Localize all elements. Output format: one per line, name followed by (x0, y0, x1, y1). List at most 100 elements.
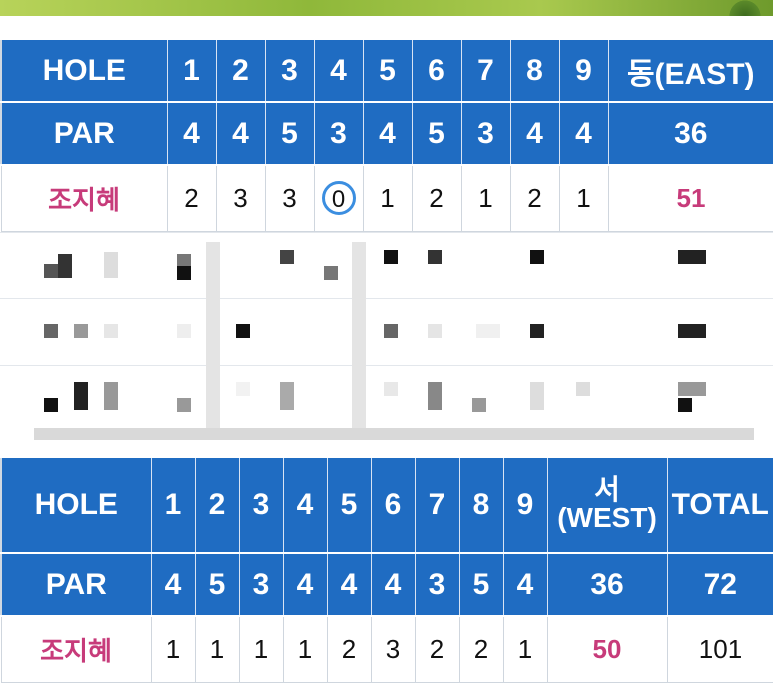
hole-number: 9 (558, 38, 609, 103)
pixel-block (104, 382, 118, 410)
par-total: 72 (666, 552, 773, 617)
par-value: 5 (411, 101, 462, 166)
course-banner-strip (0, 0, 773, 16)
score-cell: 2 (166, 164, 217, 232)
par-label: PAR (0, 101, 168, 166)
pixel-block (177, 324, 191, 338)
hole-number: 2 (215, 38, 266, 103)
score-cell: 1 (502, 615, 548, 683)
hole-label: HOLE (0, 38, 168, 103)
par-value: 4 (502, 552, 548, 617)
grand-total: 101 (666, 615, 773, 683)
pixel-block (74, 324, 88, 338)
score-cell: 1 (150, 615, 196, 683)
score-cell: 2 (509, 164, 560, 232)
hole-number: 9 (502, 456, 548, 554)
par-value: 4 (370, 552, 416, 617)
score-cell: 2 (414, 615, 460, 683)
hole-label: HOLE (0, 456, 152, 554)
pixel-block (58, 254, 72, 278)
tree-graphic (725, 0, 765, 16)
pixel-block (177, 266, 191, 280)
pixel-block (384, 324, 398, 338)
score-cell: 3 (215, 164, 266, 232)
east-total: 51 (607, 164, 773, 232)
west-subtotal-label: 서 (WEST) (557, 473, 657, 533)
hole-number: 4 (313, 38, 364, 103)
row-divider (0, 365, 773, 366)
horizontal-scrollbar[interactable] (34, 428, 754, 440)
hole-number: 6 (370, 456, 416, 554)
par-value: 3 (313, 101, 364, 166)
par-value: 4 (362, 101, 413, 166)
score-cell: 1 (194, 615, 240, 683)
par-value: 3 (238, 552, 284, 617)
pixel-block (476, 324, 500, 338)
score-cell: 2 (458, 615, 504, 683)
row-divider (0, 232, 773, 233)
hole-number: 2 (194, 456, 240, 554)
pixel-block (44, 264, 58, 278)
par-value: 4 (282, 552, 328, 617)
pixel-block (678, 324, 706, 338)
hole-number: 7 (414, 456, 460, 554)
par-value: 4 (166, 101, 217, 166)
front-nine-scorecard: HOLE 1 2 3 4 5 6 7 8 9 동(EAST) PAR 4 4 5… (0, 38, 773, 232)
par-value: 4 (326, 552, 372, 617)
total-label: TOTAL (666, 456, 773, 554)
par-value: 4 (509, 101, 560, 166)
pixel-block (177, 254, 191, 268)
row-divider (0, 298, 773, 299)
pixel-block (177, 398, 191, 412)
pixel-block (280, 250, 294, 264)
pixel-block (428, 250, 442, 264)
par-label: PAR (0, 552, 152, 617)
west-total: 50 (546, 615, 668, 683)
pixel-block (428, 382, 442, 410)
score-cell: 2 (326, 615, 372, 683)
pixel-block (384, 382, 398, 396)
hole-number: 5 (326, 456, 372, 554)
west-subtotal-header: 서 (WEST) (546, 456, 668, 554)
pixel-block (280, 382, 294, 410)
par-value: 5 (458, 552, 504, 617)
score-cell: 1 (282, 615, 328, 683)
score-cell: 1 (362, 164, 413, 232)
hole-number: 8 (509, 38, 560, 103)
score-cell: 3 (370, 615, 416, 683)
pixel-block (428, 324, 442, 338)
pixel-block (678, 250, 706, 264)
hole-number: 4 (282, 456, 328, 554)
par-total: 36 (607, 101, 773, 166)
front-par-row: PAR 4 4 5 3 4 5 3 4 4 36 (0, 101, 773, 166)
score-cell: 3 (264, 164, 315, 232)
back-nine-scorecard: HOLE 1 2 3 4 5 6 7 8 9 서 (WEST) TOTAL PAR… (0, 456, 773, 683)
par-value: 3 (414, 552, 460, 617)
par-value: 4 (215, 101, 266, 166)
selected-score-circle[interactable]: 0 (321, 181, 356, 216)
obscured-rows (0, 232, 773, 440)
pixel-block (104, 324, 118, 338)
pixel-block (44, 398, 58, 412)
score-cell: 2 (411, 164, 462, 232)
hole-number: 3 (238, 456, 284, 554)
front-hole-row: HOLE 1 2 3 4 5 6 7 8 9 동(EAST) (0, 38, 773, 103)
pixel-block (324, 266, 338, 280)
pixel-block (472, 398, 486, 412)
scroll-divider (206, 242, 220, 428)
pixel-block (236, 324, 250, 338)
pixel-block (678, 398, 692, 412)
par-value: 4 (150, 552, 196, 617)
hole-number: 8 (458, 456, 504, 554)
hole-number: 3 (264, 38, 315, 103)
pixel-block (236, 382, 250, 396)
score-cell: 1 (460, 164, 511, 232)
scroll-divider (352, 242, 366, 428)
score-cell: 1 (558, 164, 609, 232)
score-cell-selected[interactable]: 0 (313, 164, 364, 232)
hole-number: 7 (460, 38, 511, 103)
pixel-block (576, 382, 590, 396)
front-player-row: 조지혜 2 3 3 0 1 2 1 2 1 51 (0, 164, 773, 232)
pixel-block (74, 382, 88, 410)
pixel-block (44, 324, 58, 338)
